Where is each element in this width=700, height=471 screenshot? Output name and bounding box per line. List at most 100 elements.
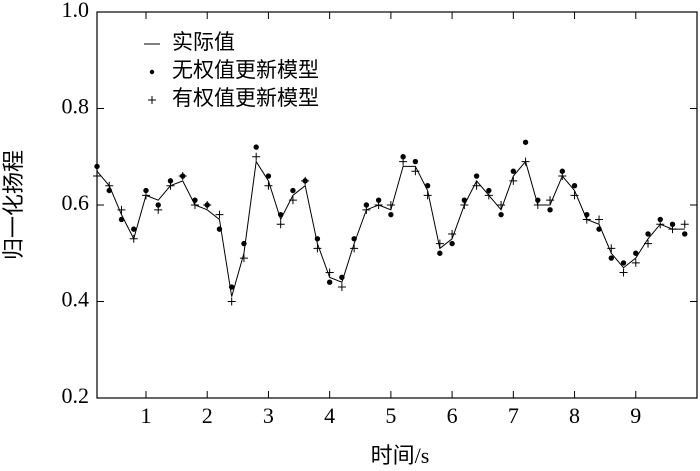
point xyxy=(148,96,156,104)
x-tick-label: 2 xyxy=(202,403,213,428)
x-tick-label: 7 xyxy=(508,403,519,428)
legend-label: 有权值更新模型 xyxy=(172,86,319,110)
x-tick-label: 4 xyxy=(324,403,335,428)
point xyxy=(596,226,602,232)
point xyxy=(656,220,665,229)
y-tick-label: 1.0 xyxy=(62,0,90,22)
y-tick-label: 0.6 xyxy=(62,190,90,215)
point xyxy=(105,181,114,190)
y-tick-label: 0.2 xyxy=(62,383,90,408)
point xyxy=(314,236,321,242)
y-tick-label: 0.4 xyxy=(62,287,90,312)
point xyxy=(131,226,137,232)
x-tick-label: 8 xyxy=(569,403,580,428)
x-tick-label: 5 xyxy=(385,403,396,428)
point xyxy=(252,152,261,161)
point xyxy=(437,250,443,256)
point xyxy=(265,173,272,179)
point xyxy=(399,157,408,166)
point xyxy=(141,191,150,200)
point xyxy=(253,144,259,150)
point xyxy=(449,240,455,247)
point xyxy=(510,168,517,174)
point xyxy=(633,250,639,256)
point xyxy=(129,234,138,243)
point xyxy=(149,69,155,75)
point xyxy=(668,225,677,234)
point xyxy=(117,205,126,214)
point xyxy=(582,215,591,224)
point xyxy=(337,283,346,292)
point xyxy=(522,139,529,145)
point xyxy=(386,201,395,209)
point xyxy=(558,172,567,181)
y-axis-label: 归一化扬程 xyxy=(1,150,26,260)
point xyxy=(607,244,616,253)
point xyxy=(498,211,504,218)
point xyxy=(521,157,530,166)
point xyxy=(118,216,125,223)
x-tick-label: 6 xyxy=(447,403,458,428)
point xyxy=(350,244,359,253)
point xyxy=(93,172,101,181)
point xyxy=(216,226,223,232)
point xyxy=(547,207,553,213)
point xyxy=(178,172,187,181)
point xyxy=(351,236,357,242)
point xyxy=(326,279,333,285)
point xyxy=(228,284,235,290)
point xyxy=(339,274,345,281)
point xyxy=(473,173,480,179)
point xyxy=(595,215,604,224)
point xyxy=(362,205,371,214)
point xyxy=(277,211,284,218)
point xyxy=(301,176,310,185)
point xyxy=(570,191,579,200)
point xyxy=(276,220,285,229)
point xyxy=(411,167,420,176)
point xyxy=(546,196,555,205)
point xyxy=(203,201,212,209)
point xyxy=(631,258,640,267)
point xyxy=(288,196,297,205)
point xyxy=(448,229,457,238)
point xyxy=(94,163,100,170)
point xyxy=(190,201,199,209)
point xyxy=(313,244,322,253)
point xyxy=(154,205,163,214)
point xyxy=(571,183,578,189)
point xyxy=(290,187,296,194)
point xyxy=(166,181,175,190)
point xyxy=(241,240,247,247)
point xyxy=(645,231,651,237)
point xyxy=(424,183,431,189)
point xyxy=(472,181,481,190)
point xyxy=(484,191,493,200)
point xyxy=(509,176,518,185)
legend-label: 实际值 xyxy=(172,30,235,54)
point xyxy=(608,255,614,261)
point xyxy=(533,201,542,209)
point xyxy=(460,201,469,209)
y-tick-label: 0.8 xyxy=(62,94,90,119)
legend-label: 无权值更新模型 xyxy=(172,58,319,82)
point xyxy=(423,191,432,200)
point xyxy=(620,260,627,266)
x-axis-label: 时间/s xyxy=(371,443,430,468)
x-tick-label: 9 xyxy=(630,403,641,428)
point xyxy=(264,181,273,190)
x-tick-label: 1 xyxy=(140,403,151,428)
point xyxy=(374,201,383,209)
point xyxy=(227,297,236,306)
point xyxy=(325,268,334,277)
point xyxy=(619,268,628,277)
point xyxy=(682,231,688,237)
point xyxy=(388,211,394,218)
x-tick-label: 3 xyxy=(263,403,274,428)
point xyxy=(435,239,444,248)
point xyxy=(412,158,419,165)
point xyxy=(239,254,248,263)
point xyxy=(680,220,689,229)
point xyxy=(497,201,506,209)
